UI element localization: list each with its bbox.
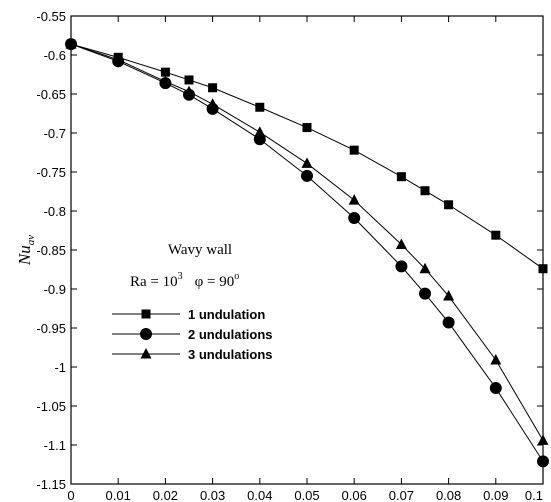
data-point-circle [395,260,408,273]
data-point-square [184,75,194,85]
data-point-square [420,186,430,196]
data-point-triangle [254,126,266,137]
legend-marker-circle [140,328,152,340]
plot-frame [70,15,544,485]
legend-marker-triangle [140,348,152,359]
series-markers [65,38,549,468]
annotation-ra: Ra = 10 [130,274,178,290]
data-point-triangle [112,53,124,65]
x-tick-label: 0.06 [342,488,367,502]
y-axis-label-main: Nu [15,245,34,266]
data-point-square [302,123,312,133]
data-point-triangle [490,353,502,365]
data-point-triangle [419,262,431,274]
x-tick-label: 0 [67,488,74,502]
data-point-circle [419,287,431,300]
legend: 1 undulation 2 undulations 3 undulations [112,307,273,362]
y-tick-label: -0.9 [44,282,66,297]
svg-text:Nuav: Nuav [15,235,37,266]
data-point-circle [348,212,361,225]
y-axis-label-sub: av [25,235,37,246]
annotation-ra-exponent: 3 [178,271,183,282]
y-tick-label: -1 [54,360,66,375]
annotation-phi: φ = 90 [195,274,235,290]
y-tick-label: -0.75 [36,165,66,180]
y-tick-label: -0.95 [36,321,66,336]
series-lines [70,43,544,462]
legend-label: 3 undulations [188,347,273,362]
series-line-3 [70,43,544,441]
annotation-title: Wavy wall [168,242,232,258]
data-point-triangle [301,157,313,168]
legend-label: 1 undulation [188,307,265,322]
y-tick-label: -1.15 [36,477,66,492]
data-point-square [396,172,406,182]
data-point-triangle [443,290,455,301]
annotation: Wavy wall Ra = 103 φ = 90o [130,242,239,290]
data-point-circle [489,382,502,395]
data-point-square [349,145,359,155]
data-point-square [444,200,454,210]
data-point-triangle [537,434,549,445]
y-tick-label: -0.55 [36,9,66,24]
x-tick-label: 0.07 [389,488,414,502]
annotation-phi-exponent: o [234,271,239,282]
legend-label: 2 undulations [188,327,273,342]
data-point-square [491,230,501,240]
y-tick-label: -1.05 [36,399,66,414]
y-tick-label: -0.6 [44,48,66,63]
data-point-square [160,67,170,77]
data-point-circle [301,169,313,182]
data-point-triangle [159,75,171,87]
data-point-triangle [183,85,195,97]
data-point-square [208,83,218,93]
x-tick-label: 0.1 [525,488,543,502]
data-point-circle [537,455,549,468]
y-tick-label: -0.8 [44,204,66,219]
y-tick-label: -0.85 [36,243,66,258]
y-axis-label: Nuav [15,235,37,266]
x-tick-label: 0.03 [200,488,225,502]
x-tick-label: 0.01 [106,488,131,502]
series-line-1 [70,43,544,270]
x-tick-label: 0.08 [436,488,461,502]
y-tick-label: -1.1 [44,438,66,453]
data-point-square [538,264,548,274]
data-point-square [255,102,265,112]
data-point-triangle [348,194,360,205]
data-point-triangle [207,98,219,109]
x-tick-label: 0.02 [153,488,178,502]
x-tick-label: 0.05 [294,488,319,502]
y-tick-label: -0.65 [36,87,66,102]
data-point-circle [442,316,455,329]
data-point-triangle [395,238,407,250]
series-line-2 [70,43,544,462]
axis-ticks: 0 0.01 0.02 0.03 0.04 0.05 0.06 0.07 0.08 0.09 0.1… [36,9,544,502]
y-tick-label: -0.7 [44,126,66,141]
x-tick-label: 0.09 [483,488,508,502]
data-point-triangle [65,38,77,49]
legend-marker-square [141,309,151,319]
x-tick-label: 0.04 [247,488,272,502]
